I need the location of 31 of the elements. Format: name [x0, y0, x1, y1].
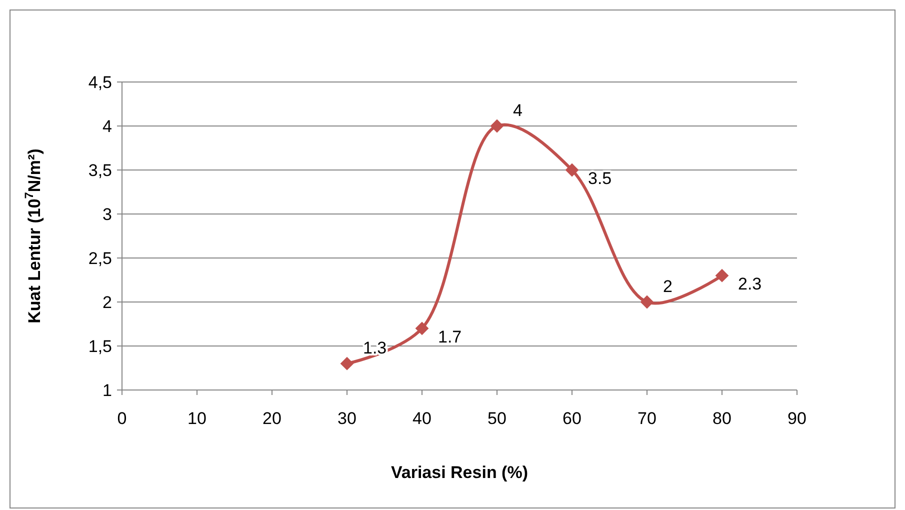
y-tick-label: 2,5: [88, 248, 112, 268]
y-tick-label: 1: [102, 380, 112, 400]
x-tick-label: 0: [117, 409, 127, 428]
y-tick-label: 3: [102, 204, 112, 224]
y-tick-label: 1,5: [88, 336, 112, 356]
point: [415, 322, 429, 336]
data-label: 1.3: [363, 338, 387, 358]
x-tick-label: 70: [638, 409, 656, 428]
data-label: 1.7: [438, 327, 462, 346]
point: [565, 163, 579, 177]
x-axis-title: Variasi Resin (%): [390, 463, 528, 482]
x-tick-label: 20: [262, 409, 282, 428]
y-tick-label: 4,5: [88, 72, 112, 92]
x-tick-label: 80: [712, 409, 732, 428]
y-tick-label: 4: [102, 116, 112, 136]
y-tick-label: 2: [102, 292, 112, 312]
x-tick-label: 60: [562, 409, 582, 428]
x-tick-label: 30: [338, 409, 356, 428]
x-tick-label: 50: [488, 409, 506, 428]
data-label: 3.5: [588, 169, 612, 188]
data-label: 2: [663, 277, 672, 296]
x-tick-label: 10: [188, 409, 206, 428]
data-label: 2.3: [738, 274, 762, 294]
point: [490, 119, 504, 133]
x-tick-label: 40: [412, 409, 432, 428]
point: [340, 356, 354, 370]
x-tick-label: 90: [788, 409, 806, 428]
point: [715, 268, 729, 282]
data-label: 4: [513, 101, 522, 120]
y-tick-label: 3,5: [88, 160, 112, 180]
point: [640, 295, 654, 309]
